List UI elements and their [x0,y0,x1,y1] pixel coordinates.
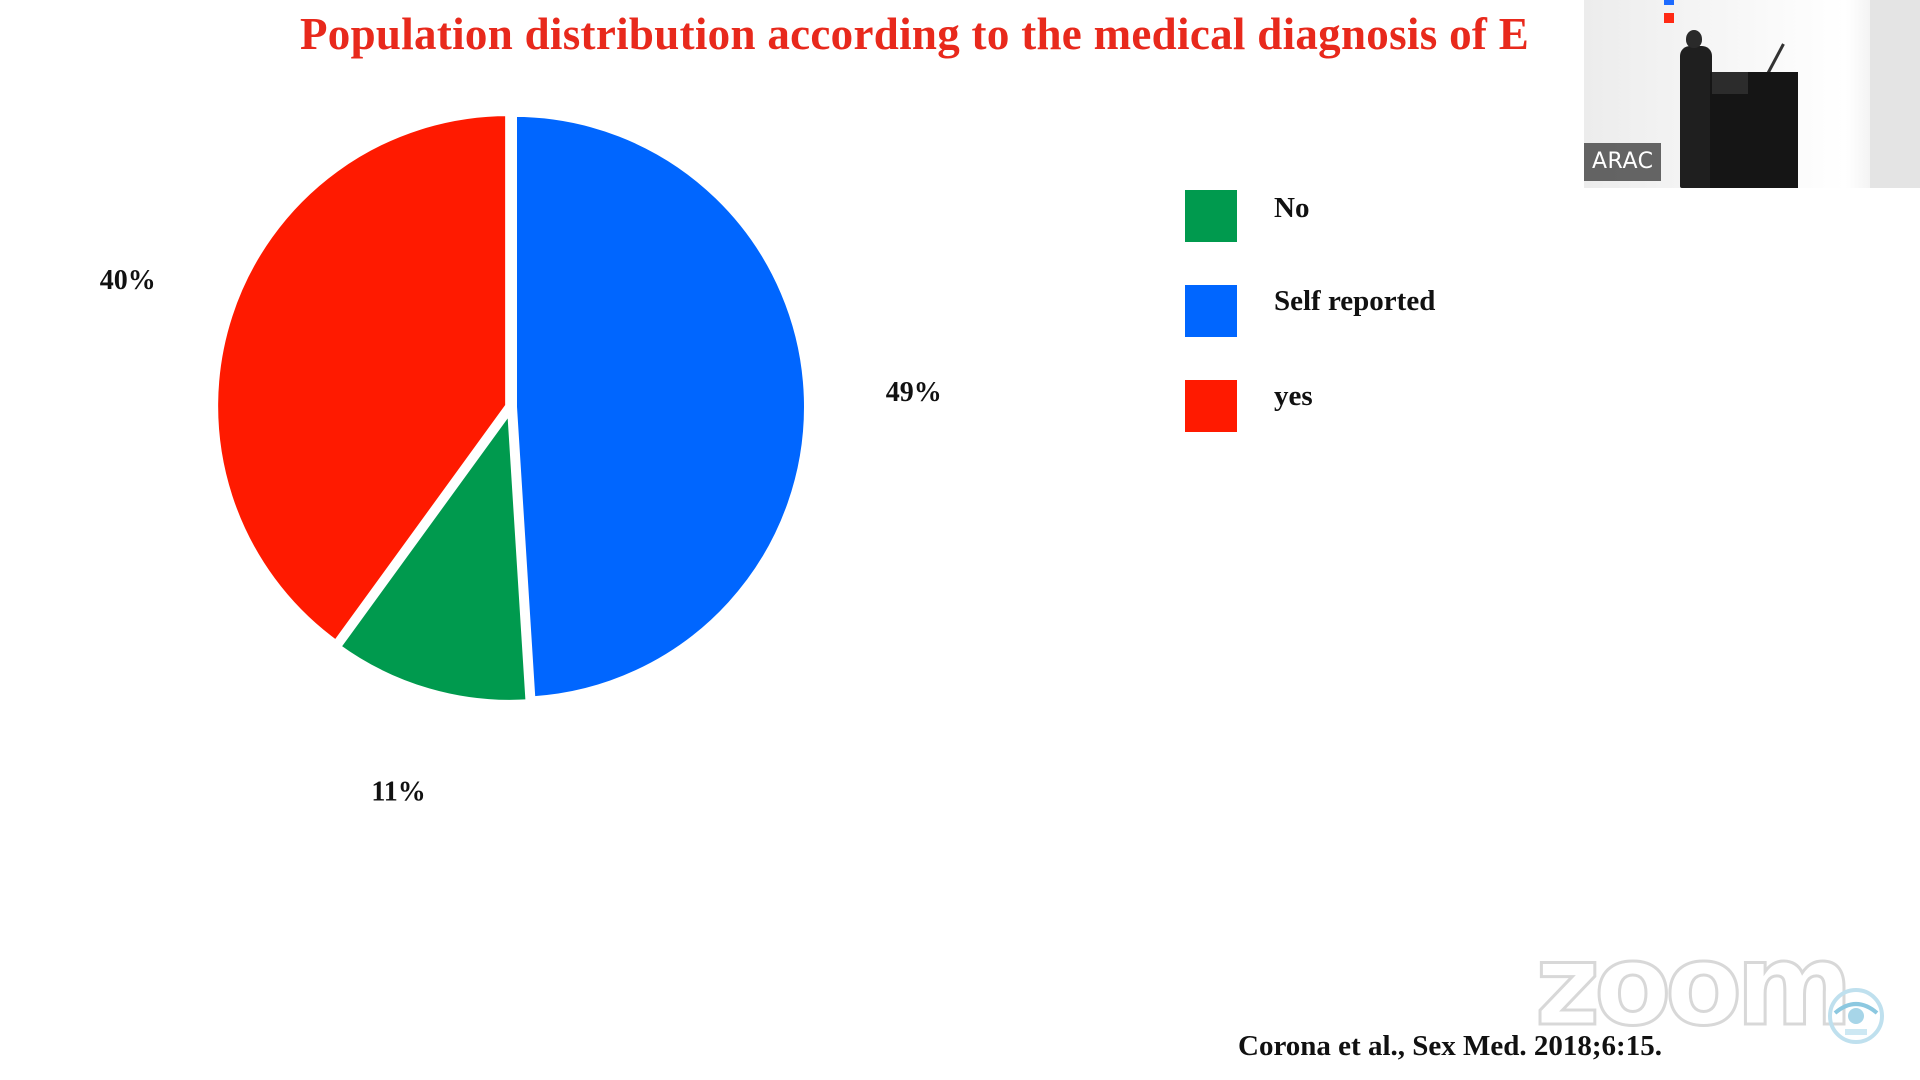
pie-label-no: 11% [371,776,425,807]
legend-item-no: No [1185,190,1585,242]
pie-slice-no [334,406,532,706]
microphone-icon [1766,43,1785,75]
video-slide-legend-red [1664,13,1674,23]
participant-name-tag: ARAC [1584,143,1662,181]
legend-item-yes: yes [1185,380,1585,432]
conference-logo-icon [1828,988,1884,1044]
pie-slice-self-reported [510,110,810,703]
speaker-figure [1680,46,1712,188]
pie-label-self-reported: 49% [886,377,942,408]
pie-label-yes: 40% [100,265,156,296]
zoom-watermark: zoom [1534,921,1855,1051]
pie-slices [212,110,810,706]
legend-label-self-reported: Self reported [1274,285,1436,317]
pie-slice-yes [212,110,512,647]
legend-item-self-reported: Self reported [1185,285,1585,337]
speaker-video-thumbnail[interactable]: ARAC [1584,0,1920,188]
video-slide-legend-blue [1664,0,1674,5]
legend-swatch-yes [1185,380,1237,432]
legend-label-yes: yes [1274,380,1313,412]
legend-label-no: No [1274,192,1310,224]
pie-labels: 49% 11% 40% [100,265,942,808]
speaker-head [1686,30,1702,48]
podium-screen [1712,72,1748,94]
slide-title: Population distribution according to the… [300,9,1530,59]
legend-swatch-self-reported [1185,285,1237,337]
legend-swatch-no [1185,190,1237,242]
video-wall [1870,0,1920,188]
citation: Corona et al., Sex Med. 2018;6:15. [1238,1030,1662,1062]
chart-legend: No Self reported yes [1185,190,1585,475]
